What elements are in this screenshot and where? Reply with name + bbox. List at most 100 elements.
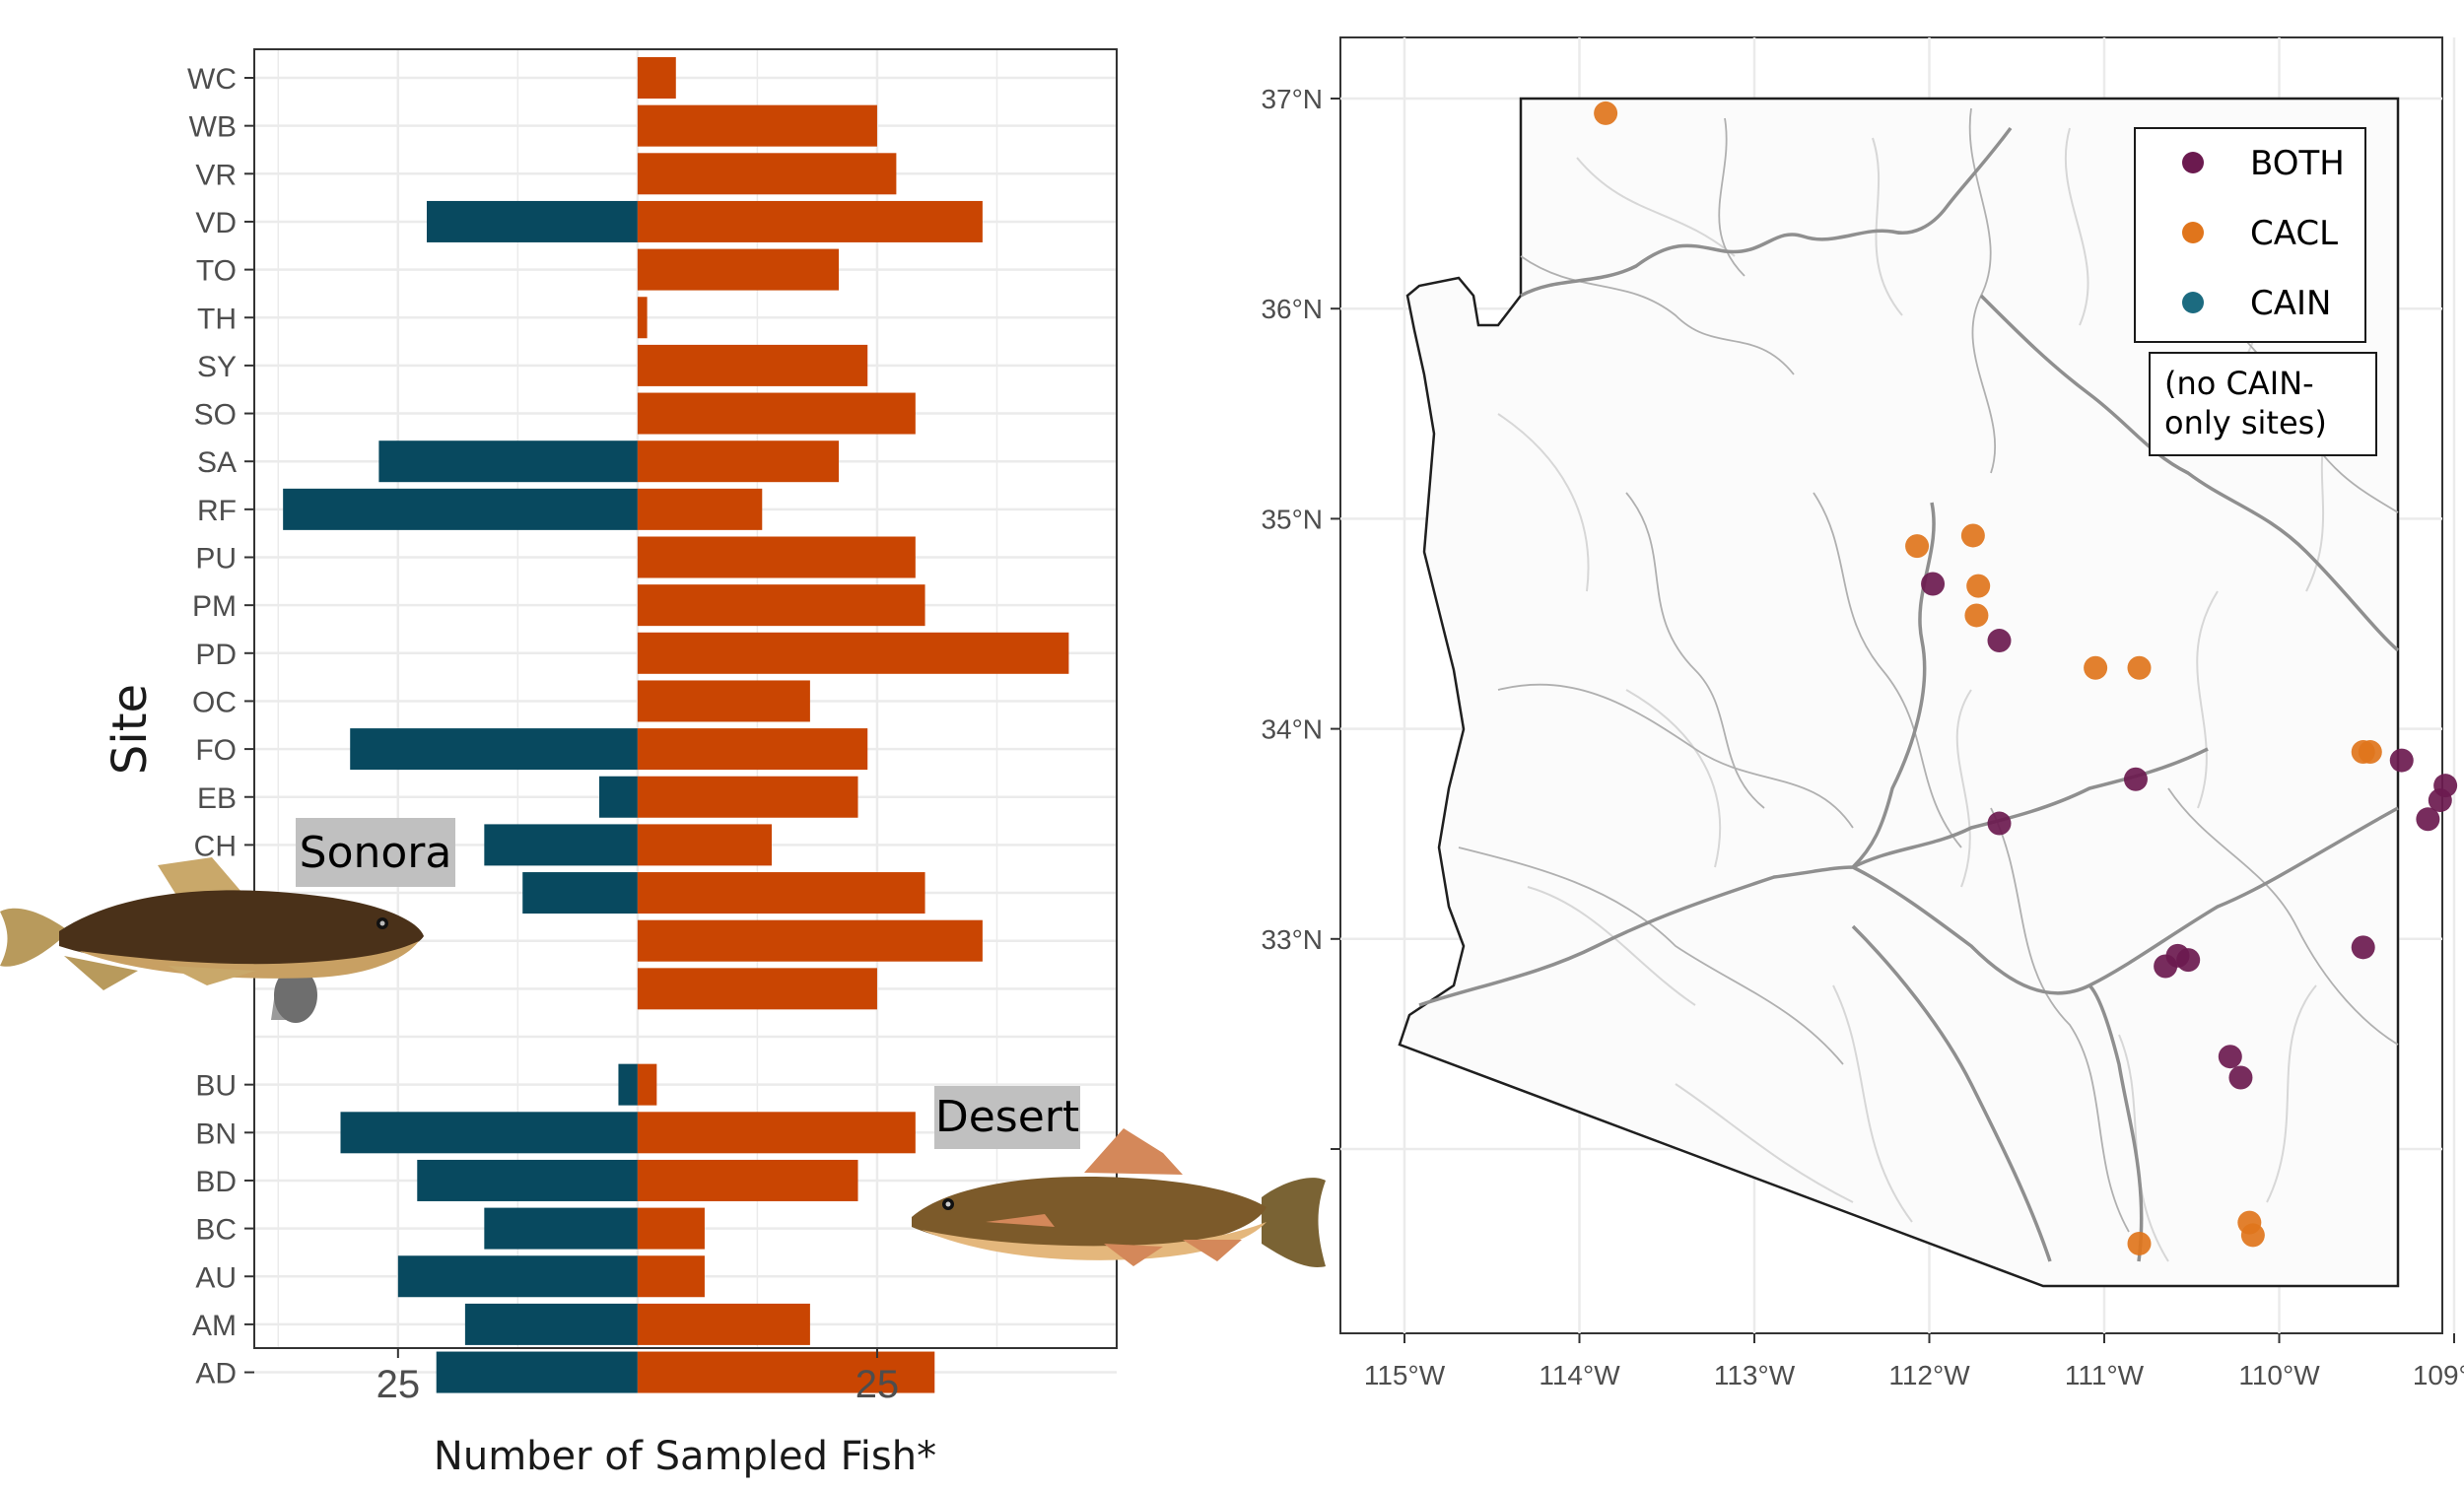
both-site-point <box>2416 807 2440 832</box>
cacl-bar <box>637 488 763 530</box>
cacl-bar <box>637 824 772 866</box>
major-rivers <box>1418 126 2400 1262</box>
cacl-site-point <box>2084 655 2108 680</box>
map-panel: 115°W 114°W 113°W 112°W 111°W 110°W 109°W 33°N… <box>1261 36 2464 1390</box>
little-colorado-river <box>1979 294 2400 652</box>
site-tick-label: AU <box>195 1261 237 1294</box>
sonora-badge <box>296 818 455 887</box>
gila-river <box>1418 806 2399 1007</box>
cain-bar <box>427 200 638 242</box>
sonora-sucker-fish-icon <box>0 857 424 1023</box>
legend-note-line-1: (no CAIN- <box>2164 365 2314 402</box>
site-tick-label: PU <box>195 543 237 576</box>
cacl-bar <box>637 1303 810 1345</box>
cacl-bar <box>637 153 897 195</box>
cain-bar <box>522 872 638 914</box>
cacl-bar <box>637 297 648 339</box>
cacl-bar <box>637 536 916 578</box>
cain-bar <box>417 1159 638 1201</box>
site-tick-label: SA <box>197 446 237 479</box>
cacl-bar <box>637 728 868 771</box>
cain-legend-label: CAIN <box>2250 284 2331 323</box>
latitude-tick-label: 37°N <box>1261 84 1323 114</box>
longitude-tick-label: 111°W <box>2065 1360 2145 1390</box>
longitude-tick-label: 110°W <box>2238 1360 2320 1390</box>
legend-note-line-2: only sites) <box>2164 404 2327 441</box>
both-site-point <box>1987 811 2012 836</box>
map-legend: BOTH CACL CAIN (no CAIN- only sites) <box>2134 127 2377 456</box>
cain-bar <box>484 1207 638 1250</box>
cacl-bar <box>637 632 1069 674</box>
legend-note-box <box>2149 352 2377 456</box>
count-tick-labels: 25 25 <box>376 1348 900 1406</box>
cacl-bar <box>637 872 925 914</box>
site-tick-label: PD <box>195 639 237 671</box>
cacl-bar <box>637 1112 916 1154</box>
latitude-tick-labels: 33°N 34°N 35°N 36°N 37°N <box>1261 84 1340 1150</box>
cacl-site-point <box>1905 534 1930 559</box>
count-tick-label: 25 <box>856 1363 900 1406</box>
cain-bar <box>599 776 638 818</box>
latitude-tick-label: 35°N <box>1261 504 1323 534</box>
site-tick-label: AD <box>195 1358 237 1390</box>
legend-entries: BOTH CACL CAIN <box>2182 144 2345 323</box>
desert-label: Desert <box>935 1092 1079 1142</box>
santa-cruz-river <box>1851 924 2052 1262</box>
both-site-point <box>1987 629 2012 653</box>
site-tick-label: BU <box>195 1070 237 1103</box>
both-site-point <box>2123 767 2148 791</box>
cacl-bar <box>637 200 983 242</box>
cacl-bar <box>637 1207 705 1250</box>
cain-bar <box>378 440 638 483</box>
site-tick-label: OC <box>192 686 237 718</box>
cacl-bar <box>637 919 983 962</box>
cacl-bar <box>637 57 676 99</box>
cacl-bar <box>637 344 868 386</box>
cain-bar <box>340 1112 638 1154</box>
cacl-site-point <box>1594 101 1618 125</box>
site-tick-label: BC <box>195 1214 237 1247</box>
cacl-bar <box>637 392 916 435</box>
site-tick-label: PM <box>192 590 237 623</box>
cain-bar <box>618 1063 638 1106</box>
watershed-boundaries <box>1458 107 2399 1233</box>
cacl-bar <box>637 104 877 147</box>
both-site-point <box>1921 572 1946 596</box>
longitude-tick-label: 112°W <box>1888 1360 1970 1390</box>
cain-bar <box>283 488 638 530</box>
cacl-bar <box>637 248 840 291</box>
both-legend-label: BOTH <box>2250 144 2345 183</box>
cacl-legend-label: CACL <box>2250 214 2338 253</box>
site-tick-label: BD <box>195 1166 237 1198</box>
longitude-tick-label: 109°W <box>2413 1360 2464 1390</box>
site-tick-label: FO <box>195 734 237 767</box>
site-tick-labels: WC WB VR VD TO TH SY SO SA RF PU PM PD OC FO EB CH BU BN BD… <box>187 63 254 1390</box>
latitude-tick-label: 34°N <box>1261 714 1323 745</box>
cacl-bar <box>637 968 877 1010</box>
latitude-tick-label: 36°N <box>1261 294 1323 324</box>
san-pedro-river <box>2088 983 2144 1262</box>
arizona-watershed-map <box>1398 97 2400 1288</box>
both-site-point <box>2228 1065 2253 1090</box>
verde-river <box>1851 502 1936 869</box>
bar-chart-bars <box>283 57 1069 1393</box>
cacl-site-point <box>1966 574 1991 598</box>
y-axis-title: Site <box>103 684 158 775</box>
site-tick-label: TH <box>197 303 237 335</box>
site-tick-label: RF <box>197 495 237 527</box>
site-tick-label: BN <box>195 1118 237 1150</box>
bar-chart-panel: WC WB VR VD TO TH SY SO SA RF PU PM PD OC FO EB CH BU BN BD… <box>0 48 1326 1479</box>
cacl-site-point <box>1964 603 1989 628</box>
site-tick-label: WB <box>189 111 237 144</box>
cain-bar <box>397 1255 638 1298</box>
site-tick-label: VD <box>195 207 237 239</box>
desert-annotation: Desert <box>912 1086 1326 1267</box>
cacl-legend-key <box>2182 222 2204 243</box>
both-site-point <box>2176 948 2201 973</box>
cacl-bar <box>637 1159 858 1201</box>
x-axis-title: Number of Sampled Fish* <box>434 1434 936 1479</box>
sonora-annotation: Sonora <box>0 818 455 1023</box>
longitude-tick-label: 114°W <box>1539 1360 1620 1390</box>
cacl-bar <box>637 1063 657 1106</box>
